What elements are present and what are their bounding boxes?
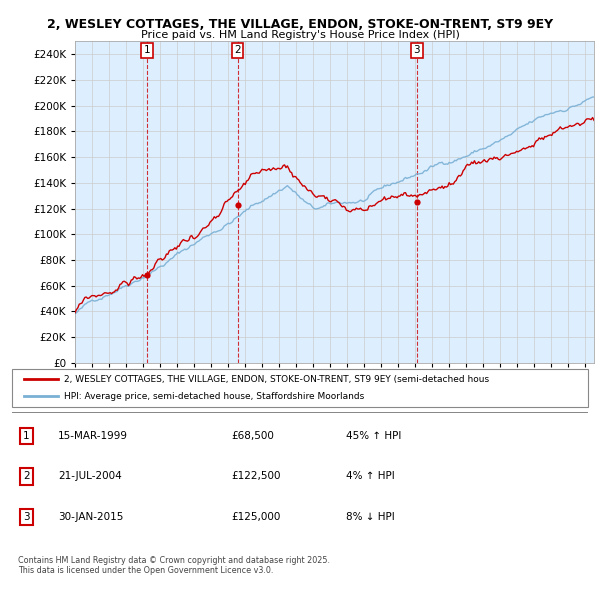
- Text: 30-JAN-2015: 30-JAN-2015: [58, 512, 124, 522]
- Text: Price paid vs. HM Land Registry's House Price Index (HPI): Price paid vs. HM Land Registry's House …: [140, 30, 460, 40]
- Text: 2, WESLEY COTTAGES, THE VILLAGE, ENDON, STOKE-ON-TRENT, ST9 9EY: 2, WESLEY COTTAGES, THE VILLAGE, ENDON, …: [47, 18, 553, 31]
- Text: 21-JUL-2004: 21-JUL-2004: [58, 471, 122, 481]
- Text: 1: 1: [143, 45, 150, 55]
- Text: 15-MAR-1999: 15-MAR-1999: [58, 431, 128, 441]
- Text: £68,500: £68,500: [231, 431, 274, 441]
- Text: HPI: Average price, semi-detached house, Staffordshire Moorlands: HPI: Average price, semi-detached house,…: [64, 392, 364, 401]
- Text: 8% ↓ HPI: 8% ↓ HPI: [346, 512, 395, 522]
- Text: 3: 3: [413, 45, 420, 55]
- Text: £122,500: £122,500: [231, 471, 280, 481]
- Text: 4% ↑ HPI: 4% ↑ HPI: [346, 471, 395, 481]
- Text: £125,000: £125,000: [231, 512, 280, 522]
- Text: 2, WESLEY COTTAGES, THE VILLAGE, ENDON, STOKE-ON-TRENT, ST9 9EY (semi-detached h: 2, WESLEY COTTAGES, THE VILLAGE, ENDON, …: [64, 375, 489, 384]
- Text: 1: 1: [23, 431, 30, 441]
- Text: 2: 2: [234, 45, 241, 55]
- Text: 45% ↑ HPI: 45% ↑ HPI: [346, 431, 401, 441]
- Text: 2: 2: [23, 471, 30, 481]
- Text: 3: 3: [23, 512, 30, 522]
- Text: Contains HM Land Registry data © Crown copyright and database right 2025.: Contains HM Land Registry data © Crown c…: [18, 556, 330, 565]
- Text: This data is licensed under the Open Government Licence v3.0.: This data is licensed under the Open Gov…: [18, 566, 274, 575]
